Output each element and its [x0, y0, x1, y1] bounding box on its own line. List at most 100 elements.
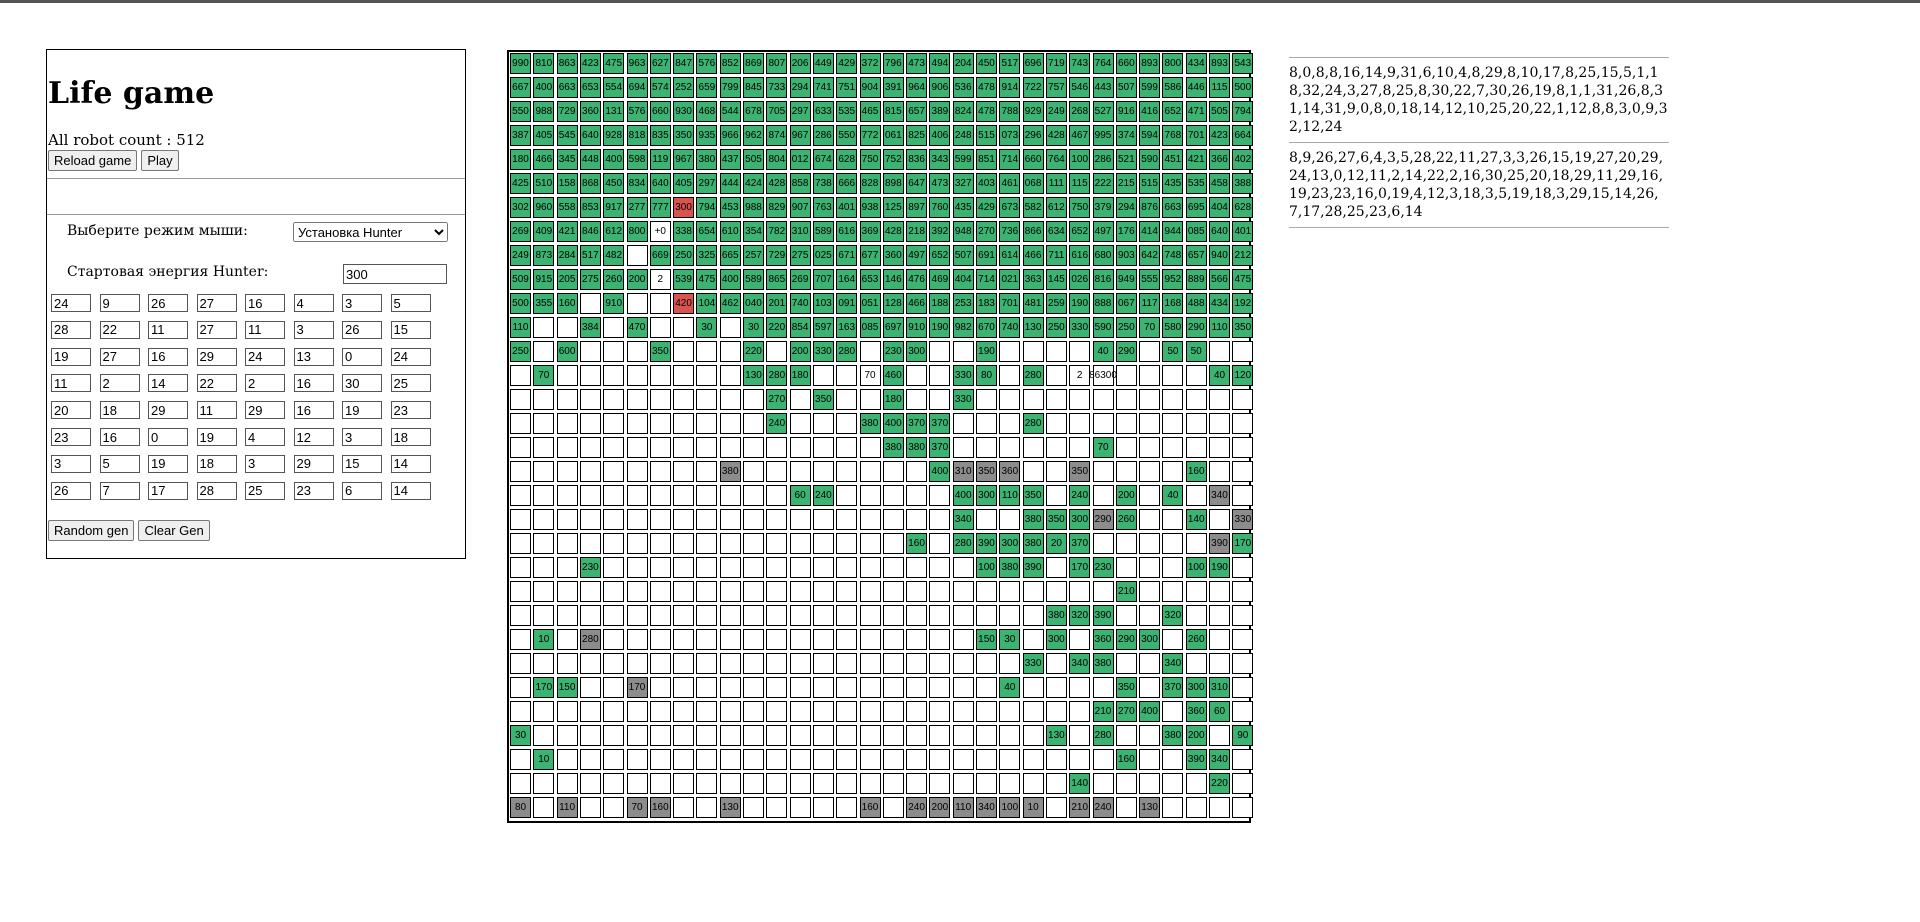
empty-cell[interactable] — [1232, 653, 1254, 674]
empty-cell[interactable] — [649, 557, 671, 578]
robot-cell[interactable]: 100 — [1069, 149, 1091, 170]
empty-cell[interactable] — [1162, 389, 1184, 410]
robot-cell[interactable]: 119 — [649, 149, 671, 170]
empty-cell[interactable] — [789, 509, 811, 530]
robot-cell[interactable]: 50 — [1162, 341, 1184, 362]
robot-cell[interactable]: 294 — [789, 77, 811, 98]
empty-cell[interactable] — [929, 773, 951, 794]
robot-cell[interactable]: 750 — [859, 149, 881, 170]
empty-cell[interactable] — [859, 581, 881, 602]
robot-cell[interactable]: 60 — [1209, 701, 1230, 722]
robot-cell[interactable]: 497 — [906, 245, 928, 266]
empty-cell[interactable] — [906, 557, 928, 578]
robot-cell[interactable]: 612 — [1045, 197, 1067, 218]
robot-cell[interactable]: 889 — [1185, 269, 1207, 290]
empty-cell[interactable] — [929, 677, 951, 698]
empty-cell[interactable] — [1022, 341, 1044, 362]
empty-cell[interactable] — [719, 605, 741, 626]
robot-cell[interactable]: 300 — [1139, 629, 1161, 650]
robot-cell[interactable]: 210 — [1092, 701, 1114, 722]
empty-cell[interactable] — [510, 437, 531, 458]
gen-input[interactable] — [148, 428, 188, 446]
empty-cell[interactable] — [1232, 341, 1254, 362]
dead-robot-cell[interactable]: 200 — [929, 797, 951, 818]
robot-cell[interactable]: 400 — [719, 269, 741, 290]
robot-cell[interactable]: 804 — [766, 149, 788, 170]
robot-cell[interactable]: 200 — [1185, 725, 1207, 746]
empty-cell[interactable] — [579, 509, 601, 530]
empty-cell[interactable] — [649, 773, 671, 794]
robot-cell[interactable]: 402 — [1232, 149, 1254, 170]
robot-cell[interactable]: 982 — [952, 317, 974, 338]
empty-cell[interactable] — [836, 605, 858, 626]
robot-cell[interactable]: 423 — [579, 53, 601, 74]
empty-cell[interactable] — [929, 485, 951, 506]
empty-cell[interactable] — [1162, 533, 1184, 554]
empty-cell[interactable] — [603, 341, 625, 362]
robot-cell[interactable]: 286 — [1092, 149, 1114, 170]
robot-cell[interactable]: 863 — [556, 53, 578, 74]
empty-cell[interactable] — [836, 581, 858, 602]
robot-cell[interactable]: 853 — [579, 197, 601, 218]
gen-input[interactable] — [196, 454, 237, 473]
empty-cell[interactable] — [1115, 461, 1137, 482]
robot-cell[interactable]: 916 — [1115, 101, 1137, 122]
robot-cell[interactable]: 425 — [510, 173, 531, 194]
empty-cell[interactable] — [952, 701, 974, 722]
gen-input[interactable] — [51, 294, 91, 312]
empty-cell[interactable] — [1162, 437, 1184, 458]
robot-cell[interactable]: 640 — [579, 125, 601, 146]
empty-cell[interactable] — [836, 365, 858, 386]
robot-cell[interactable]: 990 — [510, 53, 531, 74]
empty-cell[interactable] — [510, 533, 531, 554]
gen-input[interactable] — [293, 347, 334, 366]
empty-cell[interactable] — [1139, 557, 1161, 578]
robot-cell[interactable]: 764 — [1045, 149, 1067, 170]
empty-cell[interactable] — [743, 581, 764, 602]
empty-cell[interactable] — [626, 749, 648, 770]
robot-cell[interactable]: 366 — [1209, 149, 1230, 170]
empty-cell[interactable] — [929, 701, 951, 722]
robot-cell[interactable]: 70 — [1092, 437, 1114, 458]
robot-cell[interactable]: 300 — [1045, 629, 1067, 650]
empty-cell[interactable] — [719, 725, 741, 746]
robot-cell[interactable]: 40 — [1092, 341, 1114, 362]
robot-cell[interactable]: 915 — [533, 269, 555, 290]
robot-cell[interactable]: 435 — [1162, 173, 1184, 194]
robot-cell[interactable]: 764 — [1092, 53, 1114, 74]
empty-cell[interactable] — [743, 413, 764, 434]
empty-cell[interactable] — [789, 653, 811, 674]
empty-cell[interactable] — [766, 605, 788, 626]
empty-cell[interactable] — [976, 605, 997, 626]
robot-cell[interactable]: 729 — [556, 101, 578, 122]
gen-input[interactable] — [390, 481, 431, 500]
empty-cell[interactable] — [1232, 749, 1254, 770]
empty-cell[interactable] — [533, 797, 555, 818]
empty-cell[interactable] — [882, 677, 904, 698]
empty-cell[interactable] — [1045, 797, 1067, 818]
empty-cell[interactable] — [649, 749, 671, 770]
empty-cell[interactable] — [1045, 749, 1067, 770]
empty-cell[interactable] — [1139, 533, 1161, 554]
robot-cell[interactable]: 401 — [1232, 221, 1254, 242]
gen-input[interactable] — [245, 347, 285, 366]
dead-robot-cell[interactable]: 350 — [1069, 461, 1091, 482]
empty-cell[interactable] — [812, 533, 834, 554]
robot-cell[interactable]: 103 — [812, 293, 834, 314]
empty-cell[interactable] — [696, 605, 718, 626]
robot-cell[interactable]: 190 — [929, 317, 951, 338]
empty-cell[interactable] — [836, 701, 858, 722]
robot-cell[interactable]: 240 — [812, 485, 834, 506]
dead-robot-cell[interactable]: 340 — [976, 797, 997, 818]
robot-cell[interactable]: 671 — [836, 245, 858, 266]
robot-cell[interactable]: 815 — [882, 101, 904, 122]
empty-cell[interactable] — [952, 749, 974, 770]
robot-cell[interactable]: 949 — [1115, 269, 1137, 290]
robot-cell[interactable]: 297 — [696, 173, 718, 194]
empty-cell[interactable] — [859, 557, 881, 578]
empty-cell[interactable] — [1022, 437, 1044, 458]
empty-cell[interactable] — [976, 653, 997, 674]
robot-cell[interactable]: 117 — [1139, 293, 1161, 314]
empty-cell[interactable] — [1185, 437, 1207, 458]
robot-cell[interactable]: 834 — [626, 173, 648, 194]
